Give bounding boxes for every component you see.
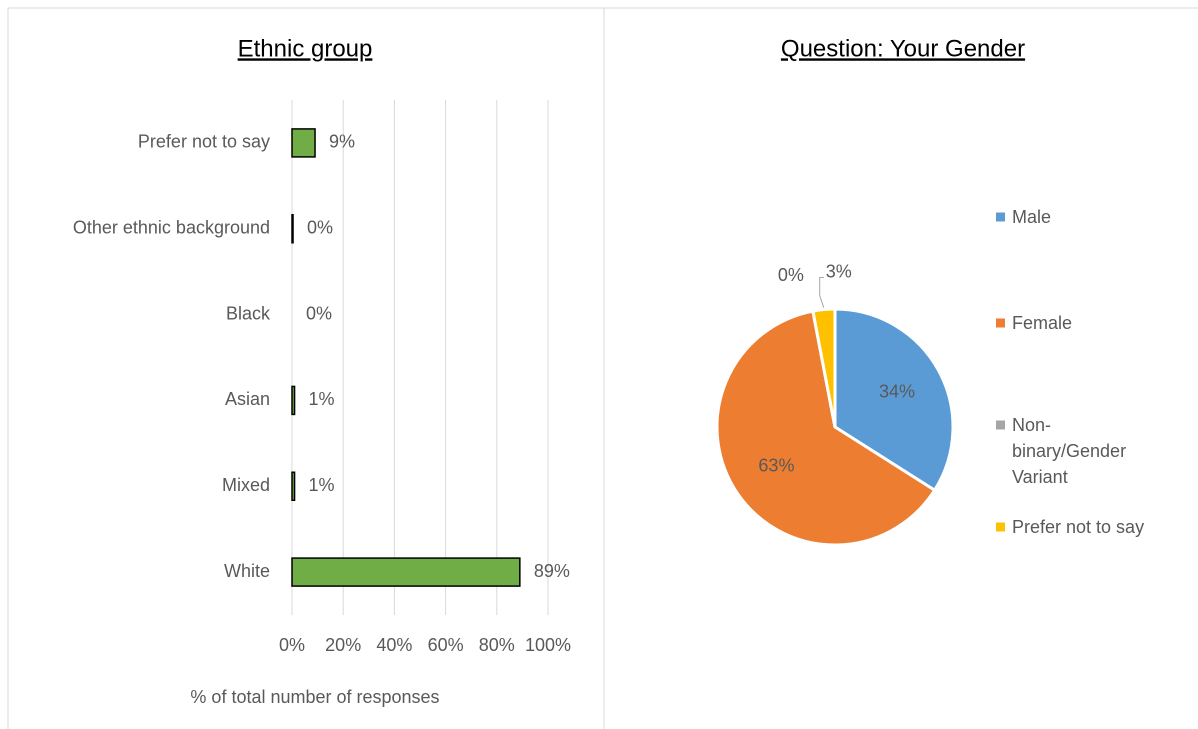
y-tick-label: Prefer not to say [138,132,270,152]
legend-label: Male [1012,207,1052,227]
data-label: 0% [306,303,332,323]
bar-title: Ethnic group [238,35,373,62]
x-tick-label: 40% [376,635,412,655]
y-tick-label: White [224,561,270,581]
x-tick-label: 20% [325,635,361,655]
legend-item: Prefer not to say [1012,517,1145,537]
pie-title: Question: Your Gender [781,35,1025,62]
pie-slice [811,307,837,428]
data-label: 63% [758,456,794,476]
data-label: 1% [309,475,335,495]
data-label: 1% [309,389,335,409]
legend-marker [996,212,1005,222]
data-label: 0% [778,265,804,285]
legend-marker [996,420,1005,430]
legend-marker [996,318,1005,328]
x-tick-label: 0% [279,635,305,655]
data-label: 0% [307,218,333,238]
legend-label: Non-binary/Gender Variant [1012,415,1127,487]
legend-item: Female [1012,313,1073,333]
x-tick-label: 80% [479,635,515,655]
y-tick-label: Black [226,303,271,323]
legend-label: Female [1012,313,1073,333]
bar [291,214,294,244]
y-tick-label: Mixed [222,475,270,495]
x-axis-label: % of total number of responses [190,687,439,707]
y-tick-label: Other ethnic background [73,218,270,238]
data-label: 34% [879,382,915,402]
data-label: 9% [329,132,355,152]
bar [291,128,316,158]
pie-slice [715,309,937,547]
bar [291,557,521,587]
data-label: 3% [826,261,852,281]
bar [291,471,296,501]
x-tick-label: 60% [428,635,464,655]
legend-item: Non-binary/Gender Variant [1012,415,1127,487]
bar [291,385,296,416]
legend-item: Male [1012,207,1052,227]
y-tick-label: Asian [225,389,270,409]
legend-label: Prefer not to say [1012,517,1145,537]
data-label: 89% [534,561,570,581]
x-tick-label: 100% [525,635,571,655]
leader-line [819,277,825,308]
legend-marker [996,522,1005,532]
